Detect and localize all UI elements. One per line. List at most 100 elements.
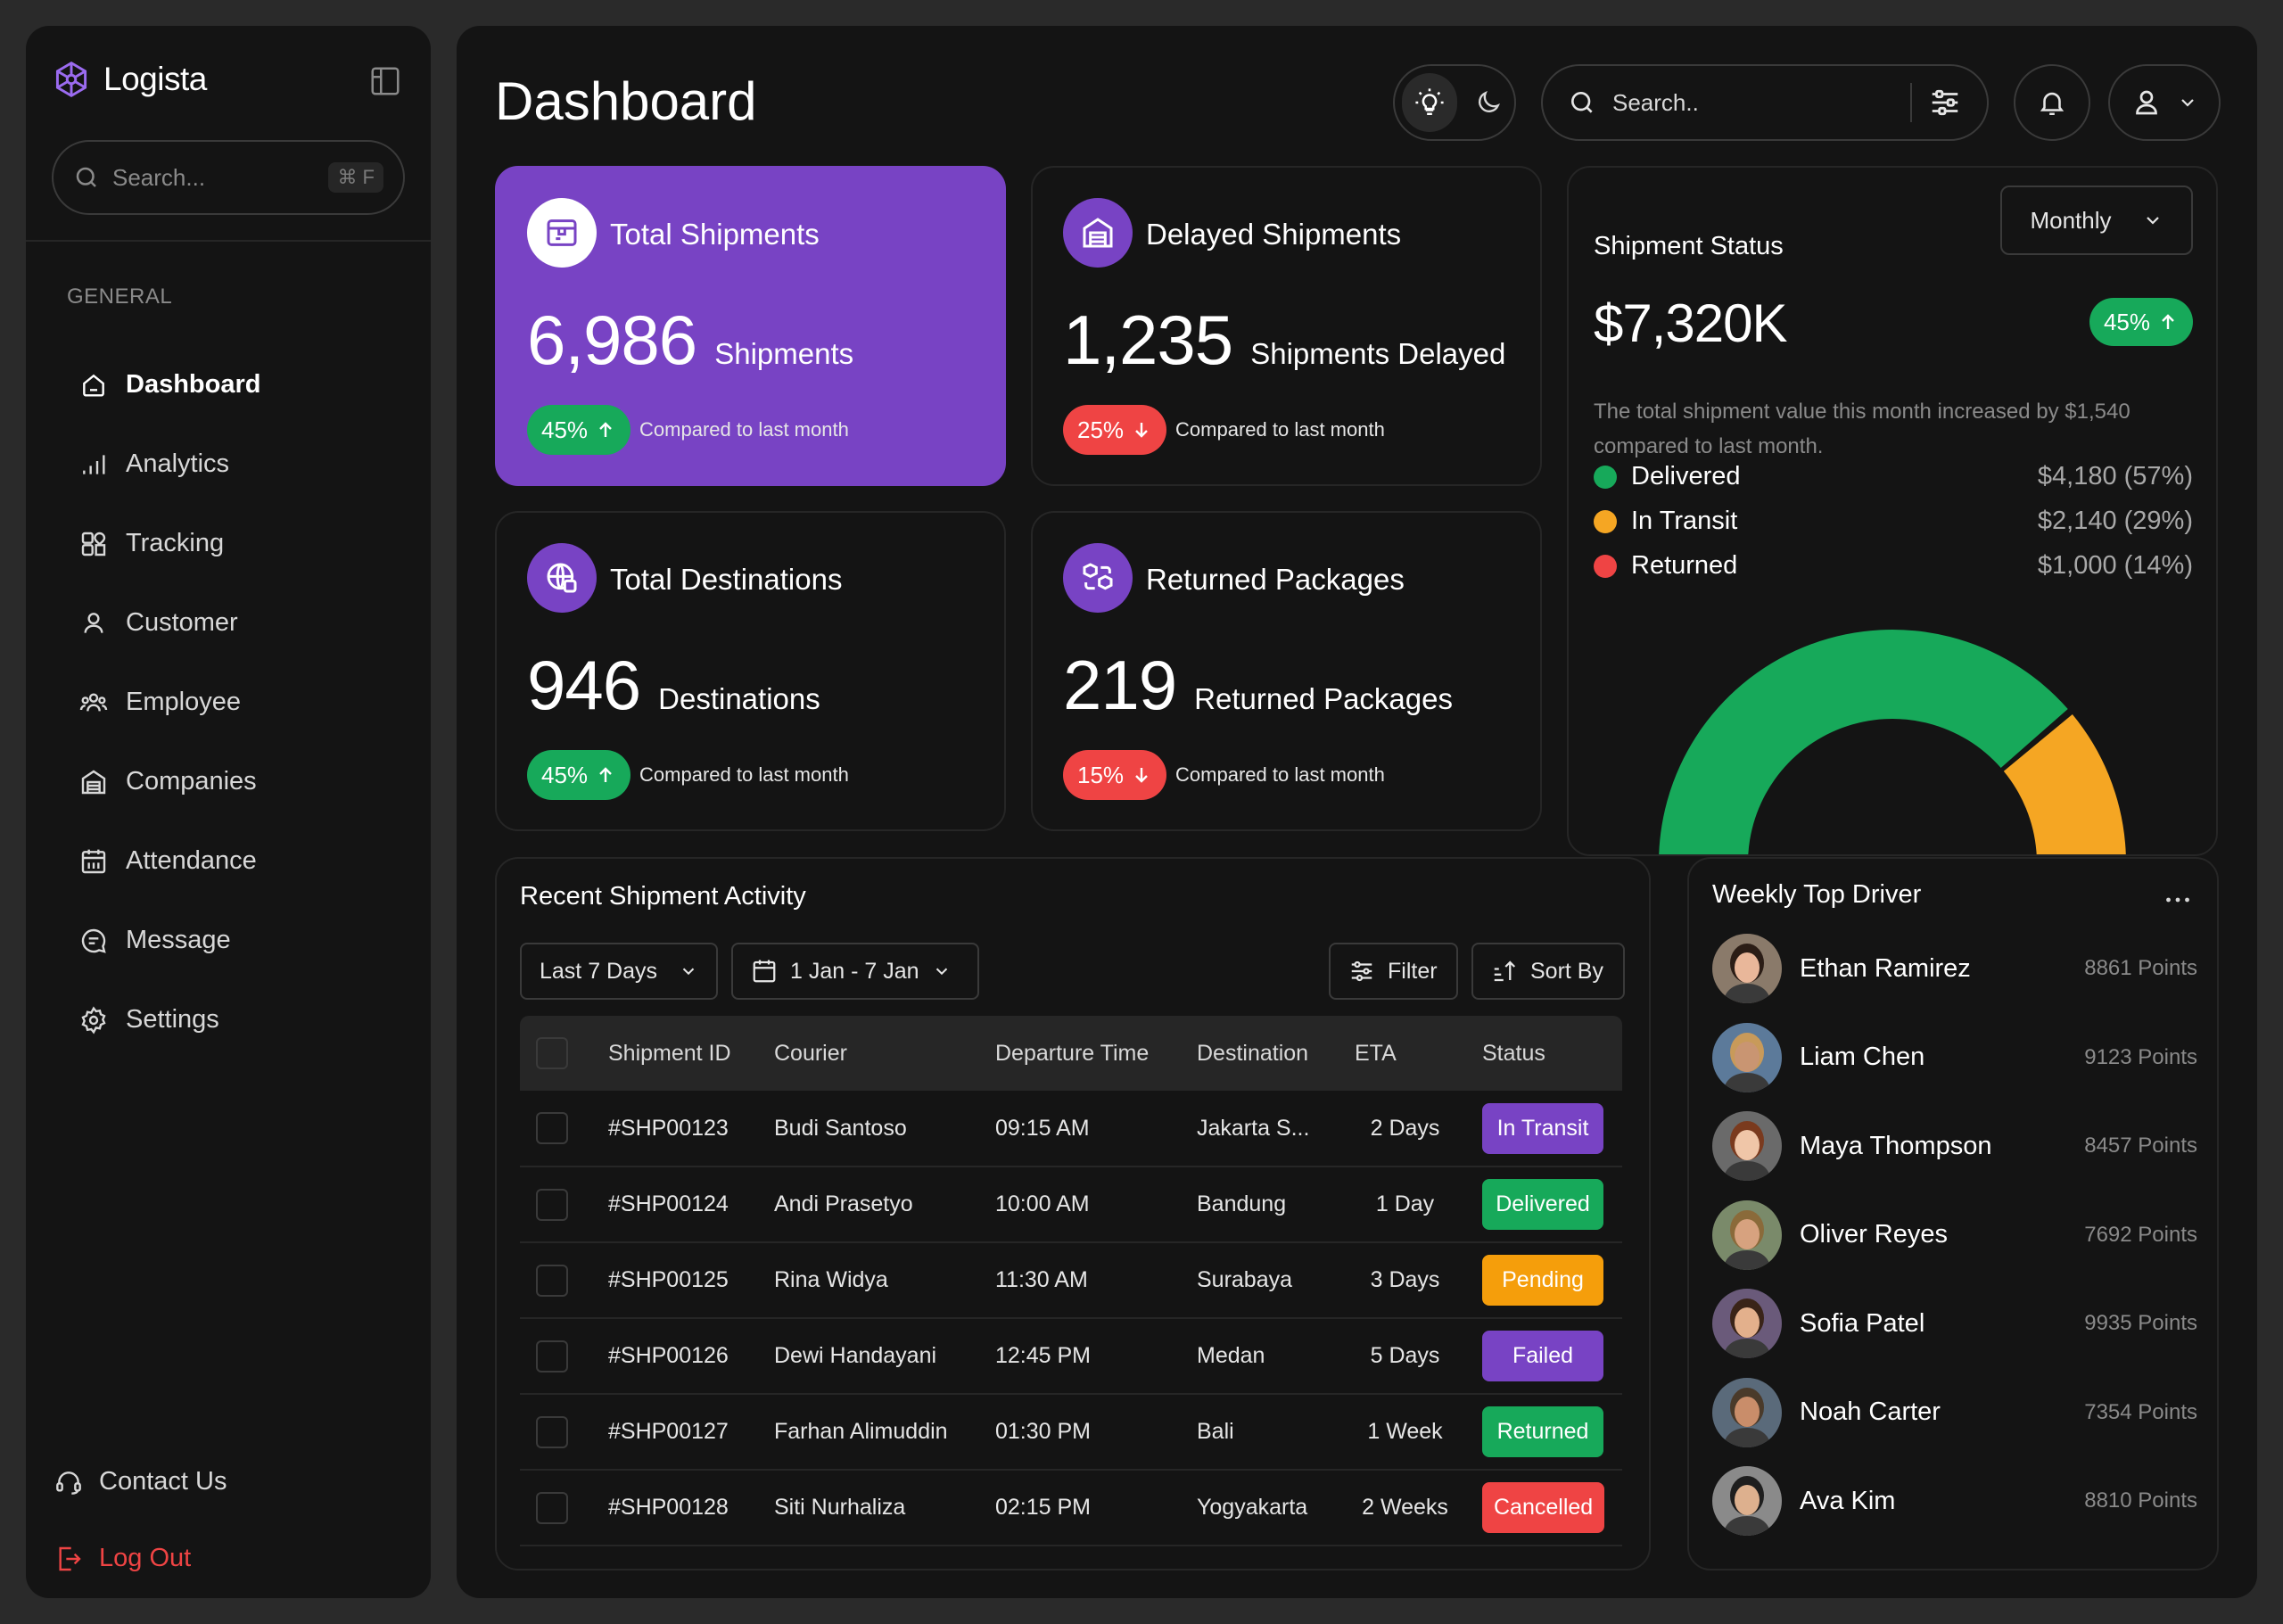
card-footer: 25% Compared to last month — [1063, 405, 1385, 455]
column-header[interactable]: Shipment ID — [608, 1016, 774, 1091]
package-icon — [527, 198, 597, 268]
filter-icon — [1351, 960, 1372, 982]
notifications-button[interactable] — [2014, 64, 2090, 141]
sidebar-item-attendance[interactable]: Attendance — [79, 821, 418, 901]
arrow-down-icon — [1135, 768, 1148, 783]
sidebar: Logista Search... ⌘ F GENERAL Dashboard … — [26, 26, 431, 1598]
driver-points: 7354 Points — [2084, 1399, 2197, 1424]
user-menu-button[interactable] — [2108, 64, 2221, 141]
sidebar-item-settings[interactable]: Settings — [79, 980, 418, 1059]
table-row[interactable]: #SHP00125 Rina Widya 11:30 AM Surabaya 3 Day… — [520, 1242, 1622, 1319]
courier-cell: Rina Widya — [774, 1242, 995, 1319]
avatar — [1712, 1199, 1782, 1270]
table-row[interactable]: #SHP00127 Farhan Alimuddin 01:30 PM Bali 1 W… — [520, 1394, 1622, 1471]
driver-row[interactable]: Ethan Ramirez 8861 Points — [1712, 934, 2197, 1003]
arrow-up-icon — [599, 422, 612, 437]
destination-cell: Bandung — [1197, 1166, 1355, 1243]
sort-button[interactable]: Sort By — [1471, 943, 1625, 1000]
sliders-icon[interactable] — [1928, 86, 1962, 120]
activity-title: Recent Shipment Activity — [520, 882, 806, 911]
filter-button[interactable]: Filter — [1329, 943, 1458, 1000]
card-note: Compared to last month — [1175, 763, 1385, 786]
destination-cell: Yogyakarta — [1197, 1470, 1355, 1546]
card-metric: 219 Returned Packages — [1063, 645, 1453, 726]
more-options-icon[interactable] — [2162, 884, 2194, 916]
driver-row[interactable]: Liam Chen 9123 Points — [1712, 1022, 2197, 1092]
column-header[interactable]: ETA — [1355, 1016, 1482, 1091]
table-row[interactable]: #SHP00124 Andi Prasetyo 10:00 AM Bandung 1 D… — [520, 1166, 1622, 1243]
row-checkbox[interactable] — [536, 1264, 568, 1297]
sidebar-item-customer[interactable]: Customer — [79, 583, 418, 663]
column-header[interactable]: Courier — [774, 1016, 995, 1091]
table-header-row: Shipment ID Courier Departure Time Desti… — [520, 1016, 1622, 1091]
departure-time-cell: 09:15 AM — [995, 1091, 1197, 1167]
select-all-cell — [520, 1016, 608, 1091]
sidebar-item-message[interactable]: Message — [79, 901, 418, 980]
message-icon — [81, 928, 106, 953]
range-dropdown[interactable]: Last 7 Days — [520, 943, 718, 1000]
dark-mode-button[interactable] — [1470, 83, 1507, 122]
sidebar-item-dashboard[interactable]: Dashboard — [79, 345, 418, 425]
sidebar-item-analytics[interactable]: Analytics — [79, 425, 418, 504]
chevron-down-icon — [2146, 217, 2159, 225]
column-header[interactable]: Departure Time — [995, 1016, 1197, 1091]
eta-cell: 2 Weeks — [1355, 1470, 1482, 1546]
sidebar-search-input[interactable]: Search... ⌘ F — [52, 140, 405, 215]
row-checkbox[interactable] — [536, 1415, 568, 1448]
driver-row[interactable]: Noah Carter 7354 Points — [1712, 1377, 2197, 1447]
row-checkbox[interactable] — [536, 1188, 568, 1221]
light-mode-button[interactable] — [1402, 73, 1458, 132]
legend-label: Delivered — [1631, 462, 1741, 490]
sidebar-item-employee[interactable]: Employee — [79, 663, 418, 742]
legend-label: In Transit — [1631, 507, 1738, 535]
card-note: Compared to last month — [1175, 418, 1385, 441]
period-value: Monthly — [2030, 206, 2112, 234]
table-row[interactable]: #SHP00128 Siti Nurhaliza 02:15 PM Yogyakart… — [520, 1470, 1622, 1546]
row-checkbox[interactable] — [536, 1340, 568, 1373]
driver-row[interactable]: Oliver Reyes 7692 Points — [1712, 1199, 2197, 1270]
total-destinations-card[interactable]: Total Destinations 946 Destinations 45% … — [495, 511, 1006, 831]
table-row[interactable]: #SHP00126 Dewi Handayani 12:45 PM Medan 5 Da… — [520, 1318, 1622, 1395]
select-all-checkbox[interactable] — [536, 1037, 568, 1069]
date-range-picker[interactable]: 1 Jan - 7 Jan — [731, 943, 979, 1000]
total-shipments-card[interactable]: Total Shipments 6,986 Shipments 45% Comp… — [495, 166, 1006, 486]
logout-link[interactable]: Log Out — [54, 1544, 191, 1573]
sidebar-item-companies[interactable]: Companies — [79, 742, 418, 821]
table-row[interactable]: #SHP00123 Budi Santoso 09:15 AM Jakarta S..… — [520, 1091, 1622, 1167]
card-metric: 1,235 Shipments Delayed — [1063, 300, 1505, 381]
column-header[interactable]: Status — [1482, 1016, 1622, 1091]
sidebar-toggle-icon[interactable] — [368, 64, 402, 98]
driver-row[interactable]: Sofia Patel 9935 Points — [1712, 1289, 2197, 1358]
contact-us-link[interactable]: Contact Us — [54, 1467, 227, 1496]
delayed-shipments-card[interactable]: Delayed Shipments 1,235 Shipments Delaye… — [1031, 166, 1542, 486]
chevron-down-icon — [2181, 99, 2194, 107]
shipment-status-card: Shipment Status Monthly $7,320K 45% The … — [1567, 166, 2218, 856]
row-checkbox[interactable] — [536, 1491, 568, 1524]
sidebar-item-label: Employee — [126, 688, 241, 716]
column-header[interactable]: Destination — [1197, 1016, 1355, 1091]
card-unit: Returned Packages — [1194, 682, 1453, 715]
theme-toggle[interactable] — [1393, 64, 1516, 141]
period-dropdown[interactable]: Monthly — [2000, 185, 2193, 255]
status-change-badge: 45% — [2089, 298, 2193, 346]
legend-dot — [1594, 465, 1617, 489]
departure-time-cell: 02:15 PM — [995, 1470, 1197, 1546]
legend-label: Returned — [1631, 551, 1738, 580]
status-title: Shipment Status — [1594, 232, 1784, 260]
card-title: Returned Packages — [1146, 563, 1405, 596]
driver-row[interactable]: Maya Thompson 8457 Points — [1712, 1111, 2197, 1181]
departure-time-cell: 11:30 AM — [995, 1242, 1197, 1319]
status-total: $7,320K — [1594, 293, 1788, 353]
global-search-input[interactable]: Search.. — [1541, 64, 1989, 141]
driver-row[interactable]: Ava Kim 8810 Points — [1712, 1466, 2197, 1536]
filter-label: Filter — [1388, 958, 1438, 984]
row-checkbox[interactable] — [536, 1112, 568, 1144]
returned-packages-card[interactable]: Returned Packages 219 Returned Packages … — [1031, 511, 1542, 831]
status-badge: Cancelled — [1482, 1482, 1605, 1533]
search-placeholder: Search... — [112, 163, 206, 191]
donut-slice-in-transit[interactable] — [2003, 713, 2126, 854]
donut-slice-delivered[interactable] — [1659, 630, 2068, 854]
sort-label: Sort By — [1530, 958, 1603, 984]
brand[interactable]: Logista — [52, 60, 207, 99]
sidebar-item-tracking[interactable]: Tracking — [79, 504, 418, 583]
